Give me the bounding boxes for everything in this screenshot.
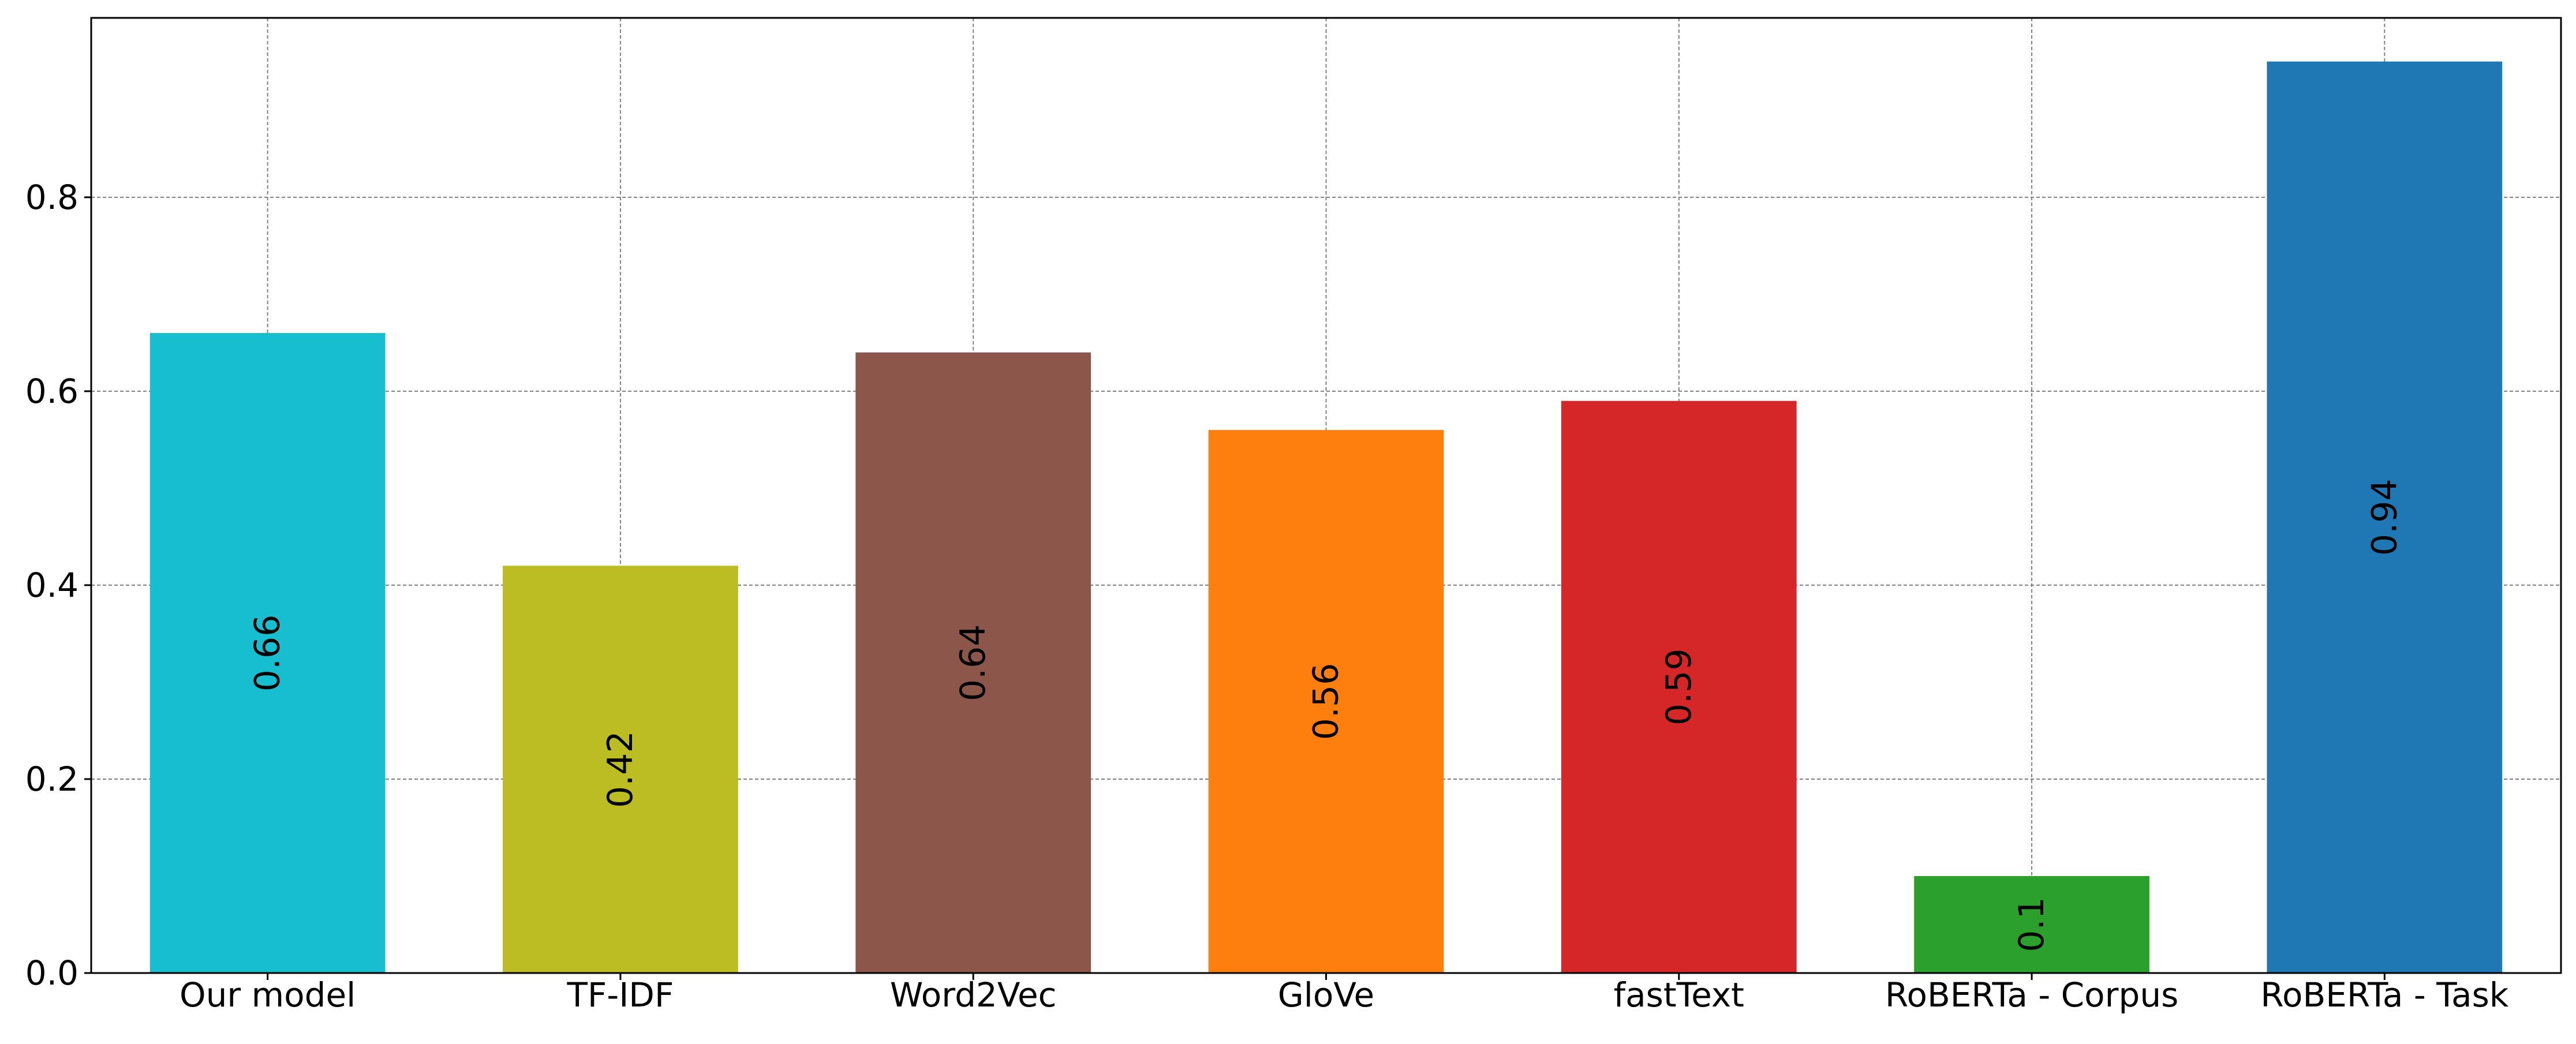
bar (503, 566, 738, 973)
bar (1561, 401, 1797, 973)
bar-value-label: 0.42 (600, 731, 641, 808)
x-tick-label: RoBERTa - Task (2260, 975, 2508, 1015)
bar-value-label: 0.56 (1306, 663, 1347, 740)
bar (1914, 875, 2149, 973)
bar-value-label: 0.1 (2012, 897, 2052, 952)
y-tick-label: 0.4 (25, 566, 78, 605)
y-tick-label: 0.8 (25, 178, 78, 217)
x-tick-label: Word2Vec (890, 975, 1057, 1015)
x-tick-label: GloVe (1278, 975, 1374, 1015)
x-tick-label: TF-IDF (566, 975, 674, 1015)
x-axis-ticks: Our model TF-IDF Word2Vec GloVe fastText RoBE… (180, 973, 2509, 1015)
bar (1208, 430, 1444, 973)
y-axis-ticks: 0.0 0.2 0.4 0.6 0.8 (25, 178, 91, 993)
bar (149, 333, 386, 974)
bar (855, 352, 1091, 973)
x-tick-label: RoBERTa - Corpus (1885, 975, 2179, 1015)
x-tick-label: Our model (180, 975, 356, 1015)
y-tick-label: 0.2 (25, 759, 78, 799)
bar-value-label: 0.64 (953, 624, 993, 702)
bar (2267, 61, 2503, 974)
bar-value-label: 0.94 (2364, 479, 2405, 556)
x-tick-label: fastText (1614, 975, 1744, 1015)
y-tick-label: 0.0 (25, 953, 78, 993)
y-tick-label: 0.6 (25, 372, 78, 411)
bar-value-labels: 0.66 0.42 0.64 0.56 0.59 0.1 0.94 (248, 479, 2405, 952)
bars (149, 61, 2503, 974)
bar-value-label: 0.59 (1659, 649, 1699, 726)
bar-value-label: 0.66 (248, 615, 288, 692)
